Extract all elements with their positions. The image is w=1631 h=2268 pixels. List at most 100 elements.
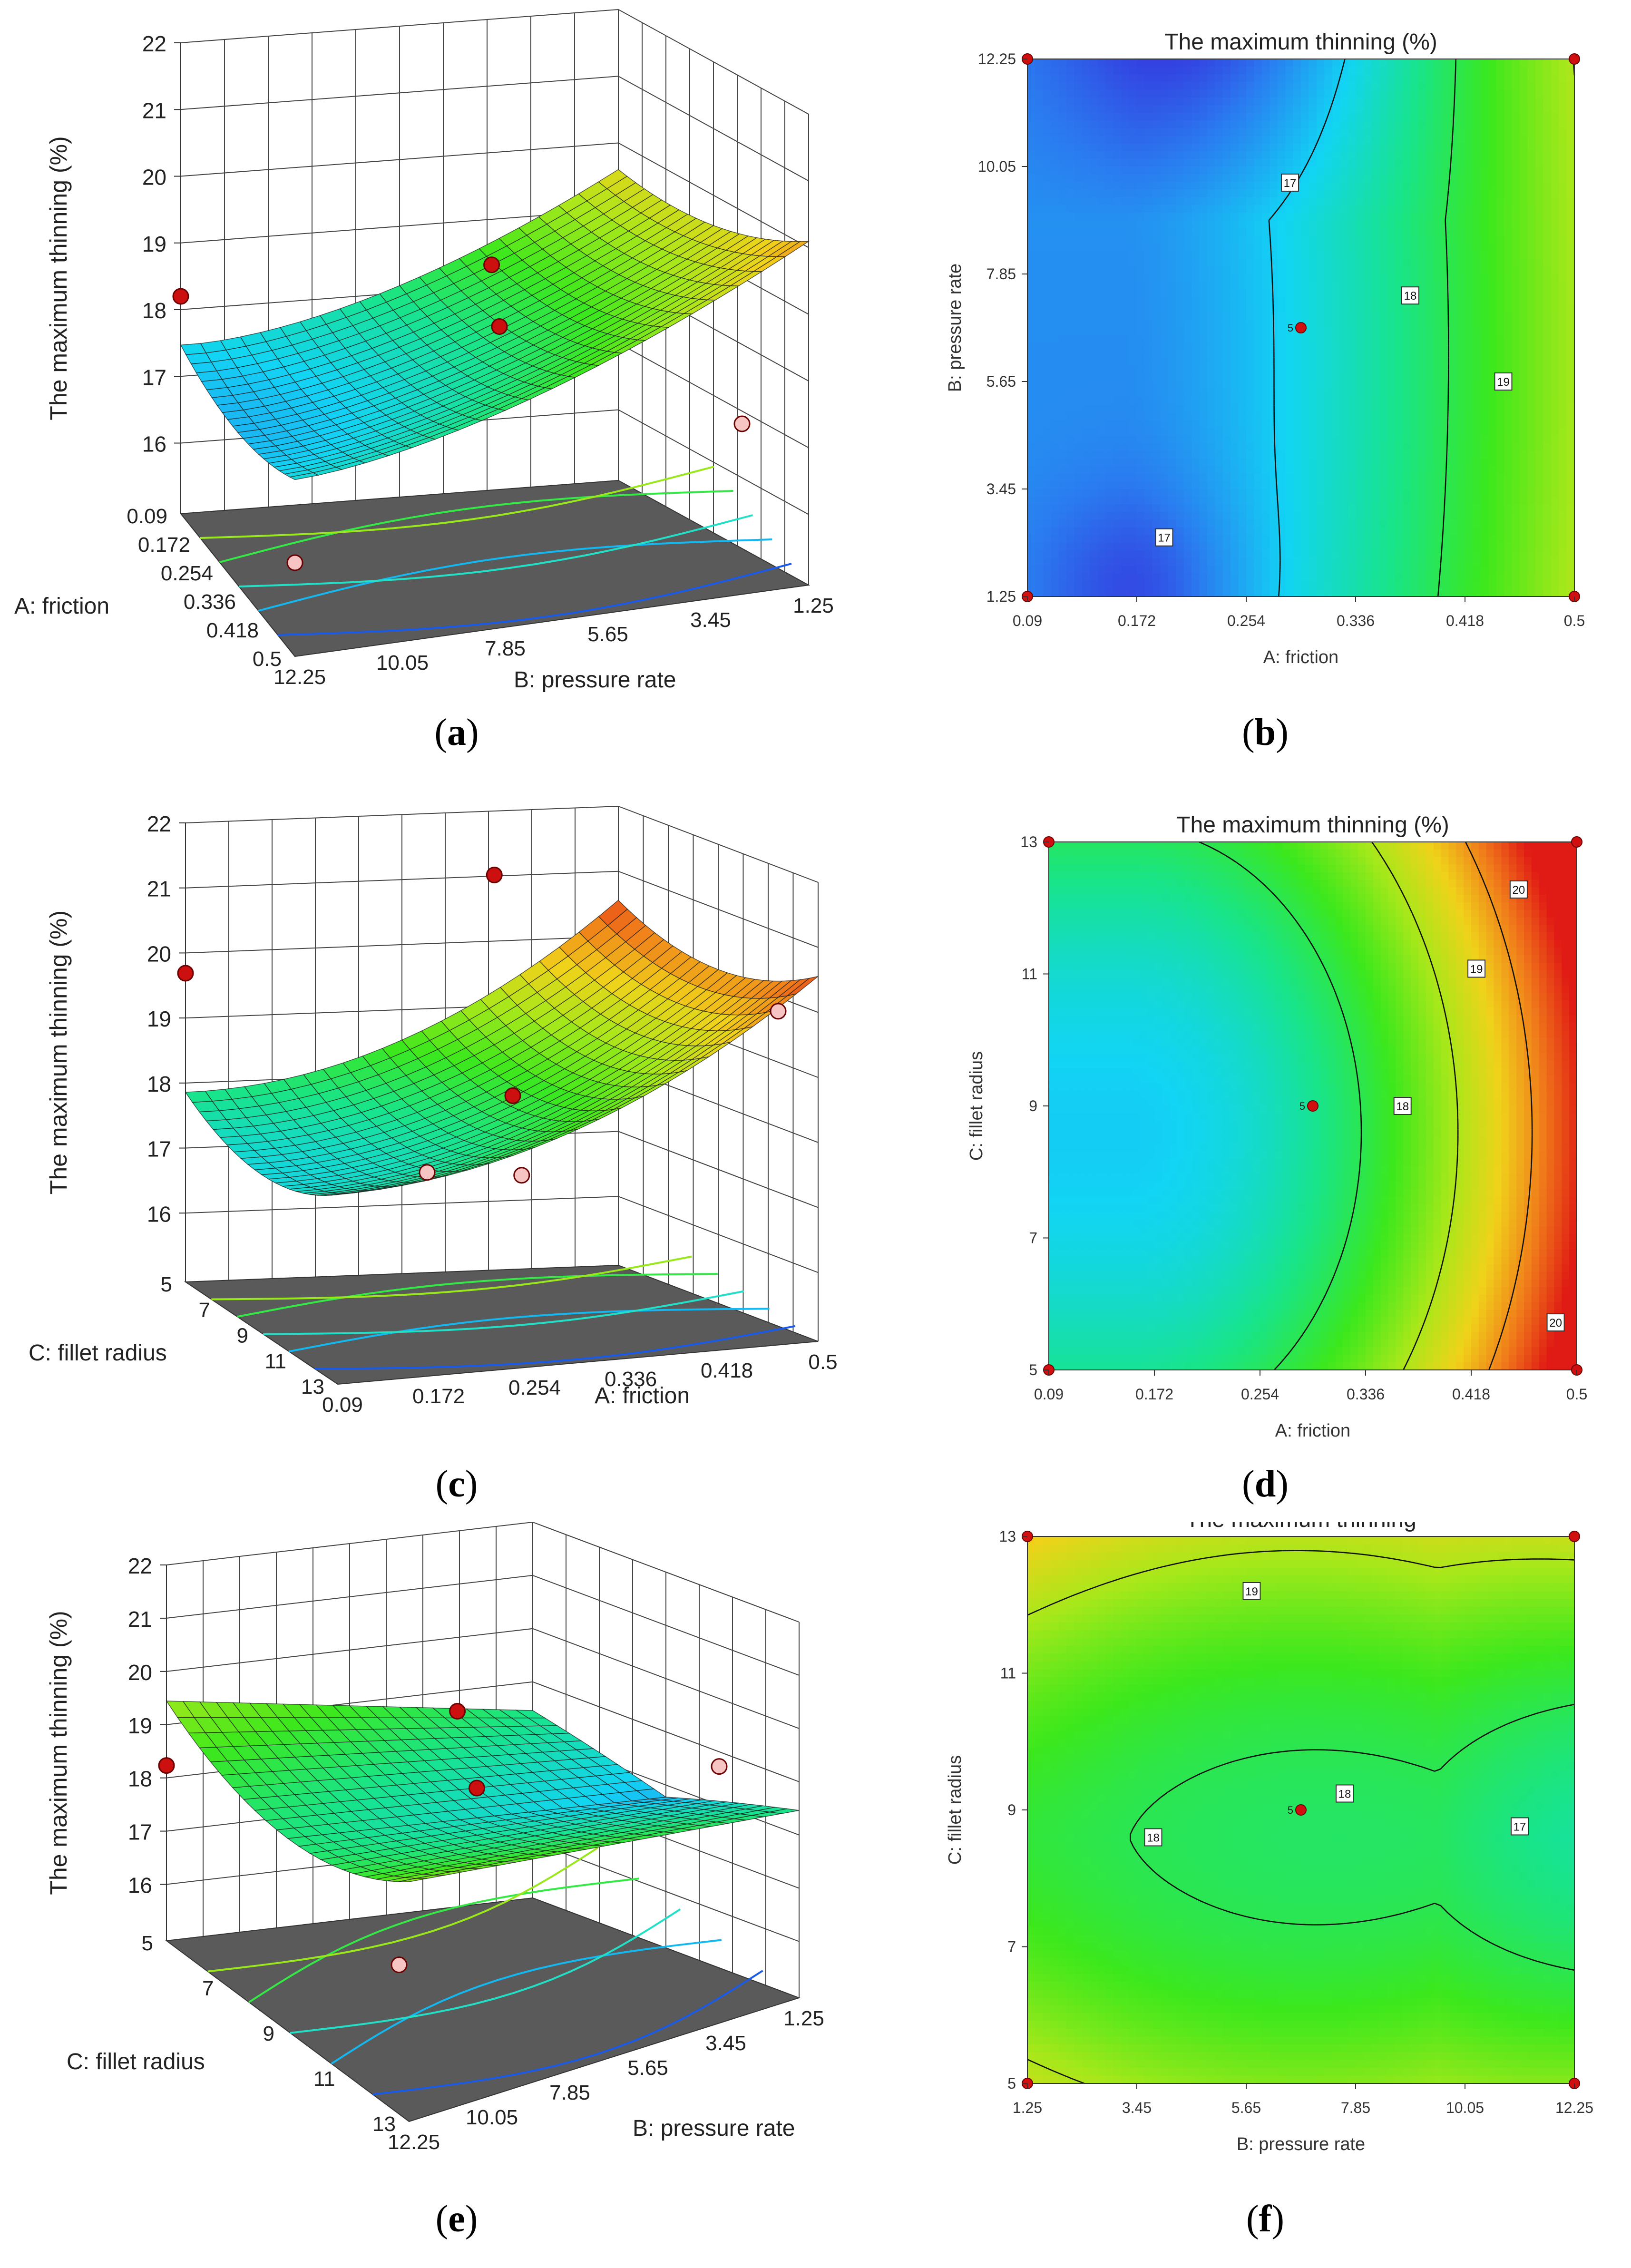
contour-cell: [1348, 282, 1356, 290]
contour-cell: [1129, 351, 1137, 359]
contour-cell: [1231, 274, 1239, 282]
contour-cell: [1488, 220, 1497, 228]
contour-cell: [1066, 519, 1075, 528]
contour-cell: [1473, 97, 1481, 106]
contour-cell: [1082, 535, 1091, 543]
contour-cell: [1395, 182, 1403, 190]
contour-cell: [1199, 251, 1208, 259]
contour-cell: [1222, 566, 1231, 574]
contour-cell: [1371, 558, 1380, 567]
contour-cell: [1356, 512, 1364, 520]
contour-cell: [1356, 304, 1364, 313]
contour-cell: [1176, 105, 1184, 113]
contour-cell: [1441, 588, 1450, 597]
contour-cell: [1504, 166, 1513, 175]
contour-cell: [1285, 235, 1294, 244]
contour-cell: [1129, 136, 1137, 144]
contour-cell: [1488, 351, 1497, 359]
contour-cell: [1387, 89, 1395, 98]
contour-cell: [1113, 128, 1122, 137]
contour-cell: [1066, 397, 1075, 405]
contour-cell: [1231, 381, 1239, 390]
contour-cell: [1105, 535, 1114, 543]
contour-cell: [1316, 243, 1325, 252]
contour-cell: [1496, 182, 1504, 190]
contour-cell: [1512, 343, 1520, 352]
contour-cell: [1340, 473, 1348, 482]
contour-cell: [1207, 97, 1216, 106]
contour-cell: [1035, 343, 1044, 352]
contour-cell: [1238, 581, 1247, 589]
contour-cell: [1097, 328, 1106, 336]
contour-cell: [1356, 450, 1364, 459]
contour-cell: [1183, 512, 1192, 520]
contour-cell: [1105, 74, 1114, 83]
contour-cell: [1097, 519, 1106, 528]
contour-cell: [1129, 328, 1137, 336]
contour-cell: [1097, 113, 1106, 121]
contour-cell: [1363, 512, 1372, 520]
contour-cell: [1215, 113, 1223, 121]
contour-cell: [1504, 335, 1513, 344]
contour-cell: [1449, 235, 1458, 244]
contour-cell: [1371, 136, 1380, 144]
contour-cell: [1231, 67, 1239, 75]
contour-cell: [1371, 581, 1380, 589]
contour-cell: [1027, 312, 1036, 321]
contour-cell: [1176, 497, 1184, 505]
contour-cell: [1473, 527, 1481, 536]
contour-cell: [1261, 535, 1270, 543]
contour-cell: [1395, 113, 1403, 121]
contour-cell: [1121, 274, 1130, 282]
contour-cell: [1356, 67, 1364, 75]
contour-cell: [1097, 243, 1106, 252]
contour-cell: [1473, 519, 1481, 528]
contour-cell: [1144, 228, 1153, 236]
contour-cell: [1473, 212, 1481, 221]
contour-cell: [1043, 504, 1052, 513]
contour-cell: [1426, 543, 1435, 551]
contour-cell: [1254, 381, 1262, 390]
contour-cell: [1176, 527, 1184, 536]
contour-cell: [1137, 105, 1145, 113]
contour-cell: [1082, 74, 1091, 83]
contour-cell: [1340, 113, 1348, 121]
contour-cell: [1129, 343, 1137, 352]
contour-cell: [1082, 128, 1091, 137]
contour-cell: [1480, 312, 1489, 321]
contour-cell: [1324, 343, 1333, 352]
contour-cell: [1152, 397, 1161, 405]
contour-cell: [1301, 304, 1309, 313]
contour-cell: [1309, 581, 1317, 589]
contour-cell: [1324, 143, 1333, 152]
contour-cell: [1121, 212, 1130, 221]
contour-cell: [1480, 74, 1489, 83]
contour-cell: [1129, 166, 1137, 175]
contour-cell: [1207, 489, 1216, 497]
contour-cell: [1293, 504, 1301, 513]
contour-cell: [1246, 97, 1255, 106]
contour-cell: [1246, 320, 1255, 328]
contour-cell: [1520, 228, 1528, 236]
contour-cell: [1488, 550, 1497, 559]
contour-cell: [1379, 351, 1387, 359]
contour-cell: [1082, 120, 1091, 129]
contour-cell: [1074, 588, 1083, 597]
contour-cell: [1129, 304, 1137, 313]
contour-cell: [1293, 573, 1301, 582]
contour-cell: [1293, 67, 1301, 75]
contour-cell: [1121, 397, 1130, 405]
contour-cell: [1410, 243, 1419, 252]
contour-cell: [1027, 320, 1036, 328]
contour-cell: [1402, 189, 1411, 198]
contour-cell: [1152, 243, 1161, 252]
contour-cell: [1348, 535, 1356, 543]
contour-cell: [1480, 412, 1489, 420]
contour-cell: [1418, 427, 1426, 436]
contour-cell: [1231, 450, 1239, 459]
contour-cell: [1192, 143, 1200, 152]
contour-cell: [1246, 558, 1255, 567]
contour-cell: [1215, 143, 1223, 152]
contour-cell: [1222, 373, 1231, 382]
contour-cell: [1480, 235, 1489, 244]
